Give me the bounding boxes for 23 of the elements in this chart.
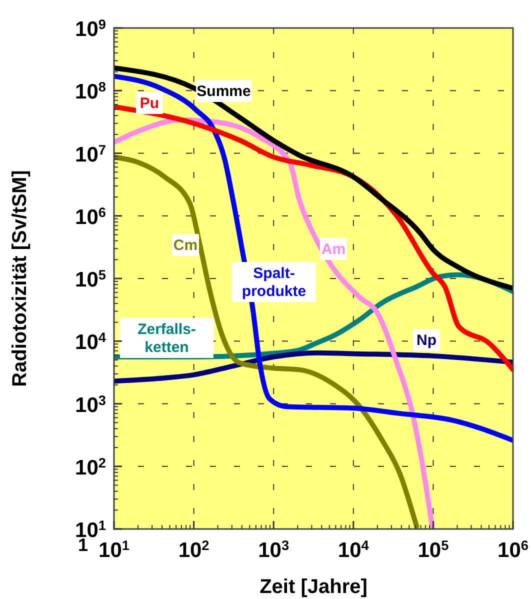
y-axis-title: Radiotoxizität [Sv/tSM] — [9, 170, 31, 387]
y-tick-label: 10$^{2}$ — [75, 454, 106, 480]
y-tick-label: 10$^{3}$ — [75, 392, 106, 417]
x-tick-label: 10$^{3}$ — [258, 538, 290, 562]
y-tick-label: 10$^{4}$ — [75, 330, 106, 354]
y-tick-label: 10$^{7}$ — [75, 142, 106, 166]
x-tick-label: 10$^{4}$ — [338, 538, 370, 562]
y-tick-label: 10$^{9}$ — [75, 16, 106, 41]
series-label: Am — [321, 241, 346, 258]
series-label: Cm — [173, 237, 198, 254]
x-tick-label: 10$^{5}$ — [418, 538, 450, 562]
x-tick-label: 10$^{2}$ — [178, 538, 210, 562]
x-tick-label: 10$^{1}$ — [98, 538, 130, 562]
y-tick-label: 10$^{6}$ — [75, 204, 106, 229]
series-label: Spalt- produkte — [242, 265, 306, 300]
series-label: Zerfalls- ketten — [138, 321, 196, 356]
y-tick-label: 10$^{5}$ — [75, 267, 106, 292]
y-tick-label: 10$^{8}$ — [75, 79, 106, 104]
series-label: Np — [416, 332, 436, 349]
x-tick-label: 10$^{6}$ — [498, 538, 529, 562]
x-axis-title: Zeit [Jahre] — [260, 576, 368, 598]
series-label: Summe — [196, 83, 251, 100]
series-label: Pu — [140, 95, 160, 112]
